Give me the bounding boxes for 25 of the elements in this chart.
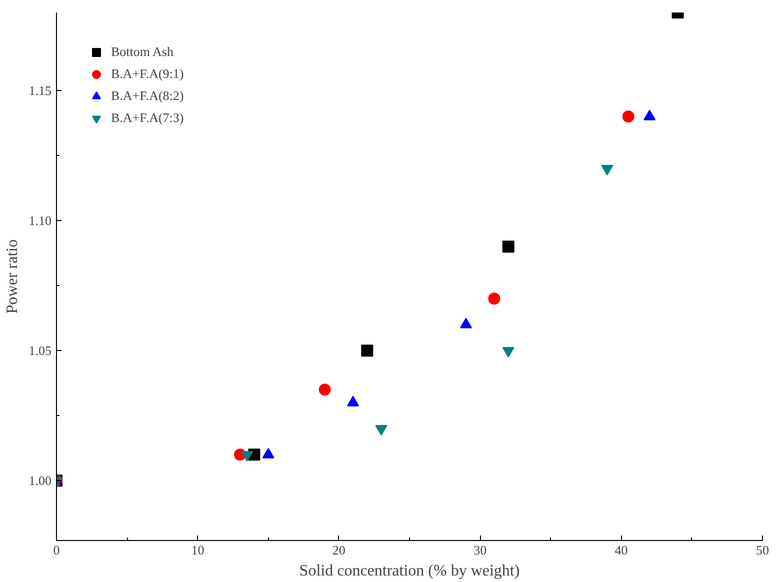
point bbox=[241, 450, 254, 462]
x-tick-label: 40 bbox=[614, 542, 628, 558]
y-tick-label: 1.05 bbox=[28, 343, 52, 358]
point bbox=[502, 346, 514, 358]
x-axis-title: Solid concentration (% by weight) bbox=[299, 562, 520, 580]
point bbox=[375, 424, 388, 436]
point bbox=[361, 344, 374, 357]
legend-label: Bottom Ash bbox=[111, 44, 174, 60]
y-axis-title: Power ratio bbox=[4, 239, 21, 314]
point bbox=[601, 164, 614, 176]
point bbox=[488, 292, 500, 305]
y-tick-label: 1.00 bbox=[28, 473, 52, 488]
point bbox=[622, 110, 634, 123]
x-tick-label: 10 bbox=[191, 542, 204, 558]
legend-label: B.A+F.A(7:3) bbox=[111, 110, 184, 126]
point bbox=[318, 384, 331, 396]
x-tick-label: 20 bbox=[332, 542, 346, 558]
y-tick-label: 1.15 bbox=[28, 83, 52, 98]
y-tick-label: 1.10 bbox=[28, 213, 52, 228]
point bbox=[502, 240, 514, 253]
x-tick-label: 0 bbox=[53, 542, 60, 558]
x-tick-label: 30 bbox=[474, 542, 487, 558]
legend-label: B.A+F.A(8:2) bbox=[111, 88, 184, 104]
x-tick-label: 50 bbox=[756, 542, 769, 558]
legend-label: B.A+F.A(9:1) bbox=[111, 66, 184, 82]
